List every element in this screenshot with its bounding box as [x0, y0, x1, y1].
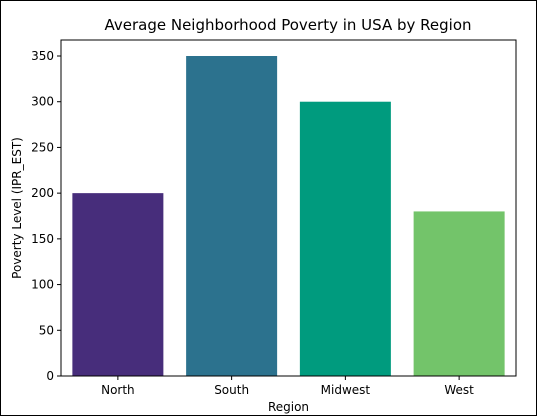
plot-area-frame [60, 39, 517, 377]
y-axis-label: Poverty Level (IPR_EST) [10, 137, 24, 279]
x-tick-label: North [101, 383, 135, 397]
y-tick-label: 0 [46, 369, 54, 383]
bar-south [186, 56, 278, 376]
y-tick-label: 200 [31, 186, 54, 200]
y-tick-label: 250 [31, 140, 54, 154]
chart-title: Average Neighborhood Poverty in USA by R… [104, 16, 471, 34]
y-ticks-group: 0 50 100 150 200 250 300 350 [31, 49, 61, 383]
y-tick-label: 150 [31, 232, 54, 246]
x-tick-label: West [444, 383, 474, 397]
x-ticks-group: North South Midwest West [101, 376, 474, 397]
y-tick-label: 300 [31, 95, 54, 109]
y-tick-label: 50 [39, 323, 54, 337]
y-tick-label: 100 [31, 278, 54, 292]
x-tick-label: Midwest [321, 383, 371, 397]
x-tick-label: South [214, 383, 249, 397]
bar-west [413, 211, 505, 376]
x-axis-label: Region [268, 400, 309, 414]
bars-group [72, 56, 505, 376]
y-tick-label: 350 [31, 49, 54, 63]
bar-midwest [299, 101, 391, 376]
bar-north [72, 193, 164, 376]
